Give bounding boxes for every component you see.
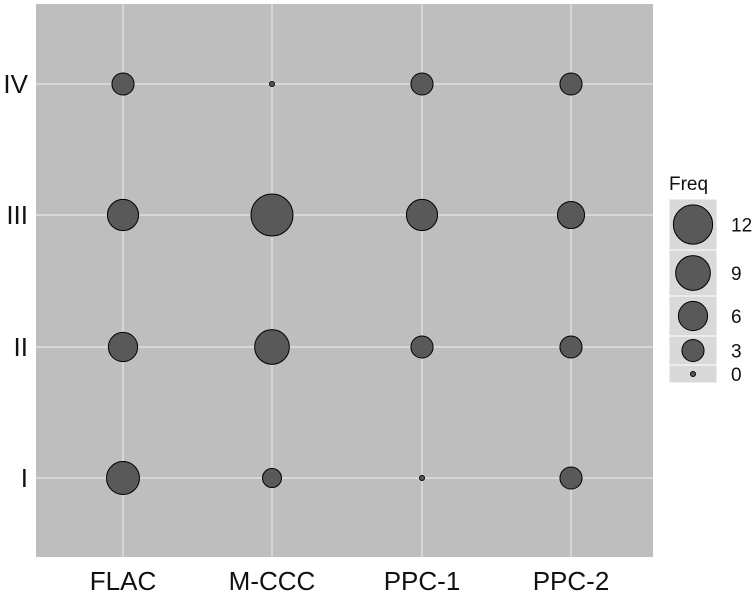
point-ppc-1-ii [410,335,434,359]
point-ppc-1-iii [405,198,439,232]
legend-key-symbol [672,204,714,245]
y-tick-label: I [21,463,28,493]
point-m-ccc-ii [254,329,290,365]
y-tick-label: III [6,200,28,230]
point-ppc-1-i [419,475,425,481]
legend-label: 9 [731,264,742,285]
y-tick-label: II [14,332,28,362]
legend-key-symbol [675,255,711,291]
point-m-ccc-iii [250,193,294,237]
x-axis-tick-labels: FLAC M-CCC PPC-1 PPC-2 [90,566,610,596]
data-points [106,72,586,495]
point-ppc-2-iv [559,72,583,96]
point-ppc-2-i [559,466,583,490]
plot-panel [36,4,653,557]
legend-label: 6 [731,307,742,328]
point-flac-iv [111,72,135,96]
x-tick-label: M-CCC [229,566,316,596]
x-tick-label: PPC-2 [533,566,610,596]
point-ppc-2-ii [559,335,583,359]
legend-key-symbol [677,300,709,332]
point-m-ccc-iv [269,81,275,87]
legend-keys: 12 9 6 30 [668,198,752,386]
x-tick-label: FLAC [90,566,156,596]
point-m-ccc-i [262,468,282,488]
legend-title: Freq [669,174,708,195]
point-flac-ii [107,331,139,363]
grid-lines [36,4,653,557]
legend-label: 12 [731,216,752,237]
point-flac-iii [106,198,140,232]
point-ppc-1-iv [410,72,434,96]
legend-key-symbol [681,338,705,363]
y-tick-label: IV [3,69,28,99]
x-tick-label: PPC-1 [384,566,461,596]
legend-label: 3 [731,342,742,363]
legend-key-symbol [690,371,696,377]
legend: Freq 12 9 6 30 [668,174,752,386]
point-ppc-2-iii [556,200,586,230]
legend-label: 0 [731,365,742,386]
point-flac-i [106,461,140,495]
